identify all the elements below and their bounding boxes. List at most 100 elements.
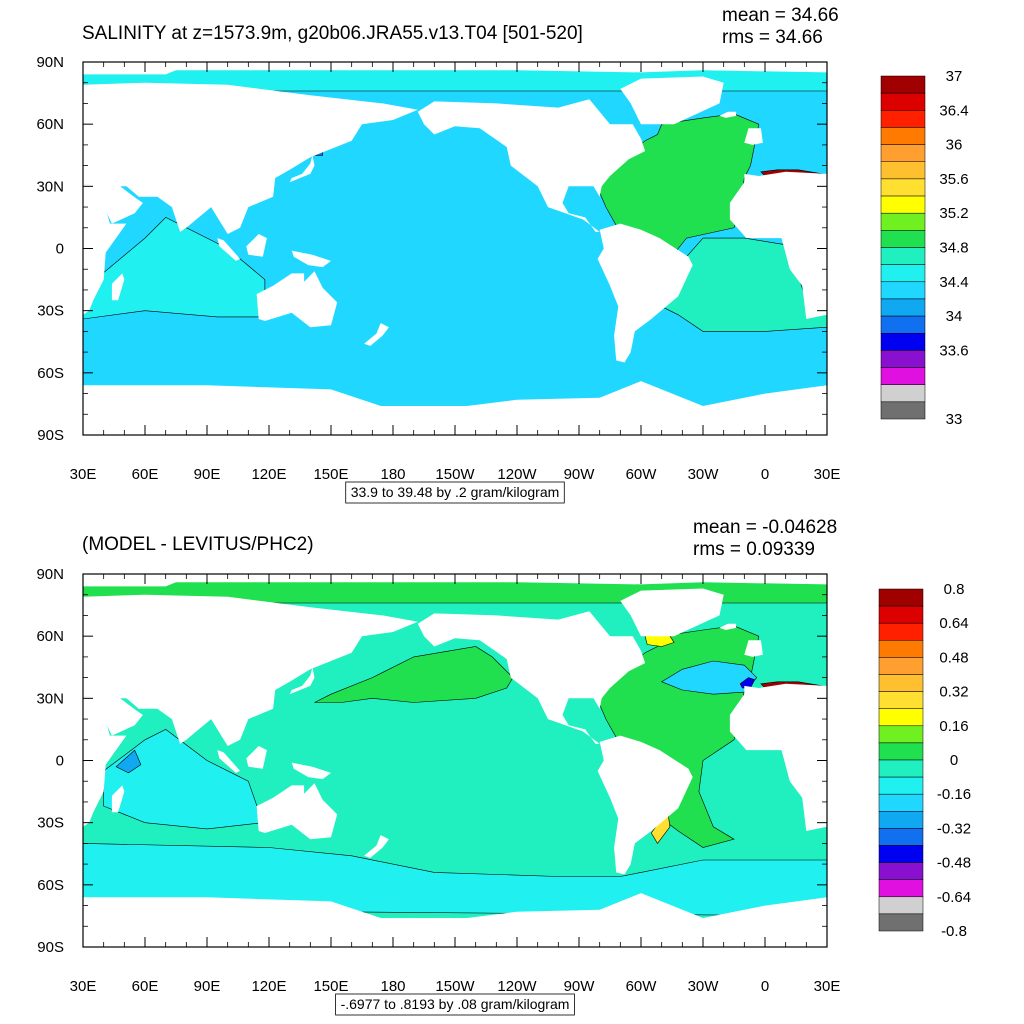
indian-ocean-region — [103, 729, 264, 830]
colorbar-box — [878, 828, 924, 846]
colorbar-box — [880, 350, 926, 368]
sumatra-land — [217, 238, 241, 261]
colorbar-label: 34 — [946, 308, 963, 325]
eurasia-land — [83, 82, 418, 234]
contour-range-label: 33.9 to 39.48 by .2 gram/kilogram — [351, 484, 560, 500]
colorbar-label: 35.2 — [939, 205, 968, 222]
colorbar-box — [880, 212, 926, 231]
colorbar-label: 0.8 — [944, 581, 965, 598]
colorbar-box — [878, 725, 924, 744]
japan-land — [289, 155, 315, 183]
x-tick-label: 30E — [814, 466, 841, 483]
gulf-stream-region — [661, 660, 758, 695]
x-tick-label: 90E — [194, 978, 221, 995]
antarctica-land — [83, 381, 827, 435]
colorbar-box — [880, 315, 926, 334]
colorbar-box — [878, 605, 924, 624]
borneo-land — [246, 234, 267, 257]
colorbar-box — [878, 742, 924, 761]
y-tick-label: 90N — [36, 566, 64, 583]
colorbar-box — [880, 247, 926, 265]
model-minus-levitus-panel: (MODEL - LEVITUS/PHC2) mean = -0.04628 r… — [36, 517, 971, 1016]
map-field — [83, 574, 827, 947]
colorbar-label: 36.4 — [939, 102, 968, 119]
colorbar-box — [878, 640, 924, 658]
x-tick-label: 180 — [380, 466, 405, 483]
y-tick-label: 90S — [37, 939, 64, 956]
new-guinea-land — [291, 762, 331, 780]
colorbar-box — [880, 195, 926, 214]
colorbar-box — [880, 144, 926, 163]
colorbar-label: 0.64 — [939, 615, 968, 632]
x-tick-label: 30E — [70, 466, 97, 483]
colorbar-box — [878, 759, 924, 778]
british-isles-land — [744, 128, 763, 145]
greenland-land — [620, 76, 724, 125]
greenland-land — [620, 588, 724, 637]
africa-west-land — [729, 683, 827, 831]
x-tick-label: 180 — [380, 978, 405, 995]
colorbar-box — [880, 127, 926, 145]
iceland-land — [719, 623, 737, 630]
colorbar-label: 34.8 — [939, 240, 968, 257]
x-tick-label: 30E — [70, 978, 97, 995]
x-tick-label: 120E — [251, 978, 286, 995]
y-tick-label: 30N — [36, 178, 64, 195]
colorbar-label: 37 — [946, 68, 963, 85]
eurasia-land — [83, 594, 418, 746]
colorbar-box — [880, 298, 926, 317]
y-tick-label: 0 — [56, 241, 64, 258]
y-tick-label: 60S — [37, 365, 64, 382]
africa-west-land — [729, 171, 827, 319]
british-isles-land — [744, 640, 763, 657]
mean-label: mean = -0.04628 — [693, 517, 837, 538]
colorbar-box — [878, 622, 924, 641]
new-zealand-land — [364, 835, 389, 858]
contour-range-box — [345, 481, 565, 504]
colorbar-box — [878, 879, 924, 898]
y-tick-label: 60N — [36, 628, 64, 645]
colorbar-box — [878, 793, 924, 812]
colorbar-label: 0.32 — [939, 684, 968, 701]
arabian-sea-region — [115, 749, 142, 774]
y-tick-label: 30S — [37, 815, 64, 832]
y-tick-label: 60S — [37, 877, 64, 894]
map-field — [83, 62, 827, 435]
colorbar-box — [878, 674, 924, 692]
africa-land — [83, 173, 127, 315]
x-tick-label: 90E — [194, 466, 221, 483]
colorbar-box — [878, 657, 924, 675]
colorbar-label: 33.6 — [939, 342, 968, 359]
colorbar-box — [878, 896, 924, 915]
rms-label: rms = 34.66 — [722, 27, 823, 48]
new-zealand-land — [364, 323, 389, 346]
colorbar-box — [880, 401, 926, 420]
x-tick-label: 30W — [688, 978, 720, 995]
iceland-land — [719, 111, 737, 118]
colorbar-label: 36 — [946, 137, 963, 154]
colorbar-box — [880, 178, 926, 197]
x-tick-label: 90W — [564, 978, 596, 995]
y-tick-label: 90S — [37, 427, 64, 444]
y-tick-label: 30S — [37, 303, 64, 320]
y-tick-label: 60N — [36, 116, 64, 133]
colorbar-box — [878, 588, 924, 607]
colorbar-box — [878, 845, 924, 863]
panel-title: SALINITY at z=1573.9m, g20b06.JRA55.v13.… — [82, 23, 583, 44]
gulf-stream-core-region — [739, 677, 756, 689]
x-tick-label: 60W — [626, 978, 658, 995]
colorbar-box — [880, 161, 926, 180]
madagascar-land — [111, 785, 125, 813]
colorbar-label: 0 — [950, 752, 958, 769]
colorbar-box — [878, 691, 924, 709]
x-tick-label: 150W — [435, 978, 475, 995]
colorbar-box — [880, 110, 926, 128]
contour-range-label: -.6977 to .8193 by .08 gram/kilogram — [341, 996, 570, 1012]
x-tick-label: 150E — [313, 466, 348, 483]
madagascar-land — [111, 273, 125, 301]
x-tick-label: 30W — [688, 466, 720, 483]
x-tick-label: 150E — [313, 978, 348, 995]
north-america-land — [417, 99, 646, 232]
australia-land — [256, 783, 338, 840]
